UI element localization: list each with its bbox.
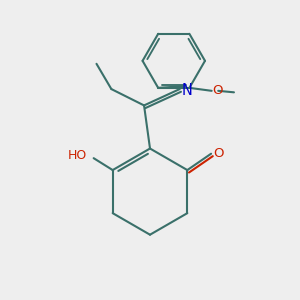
Text: O: O: [213, 84, 223, 97]
Text: N: N: [181, 83, 192, 98]
Text: O: O: [214, 147, 224, 160]
Text: HO: HO: [68, 149, 87, 162]
